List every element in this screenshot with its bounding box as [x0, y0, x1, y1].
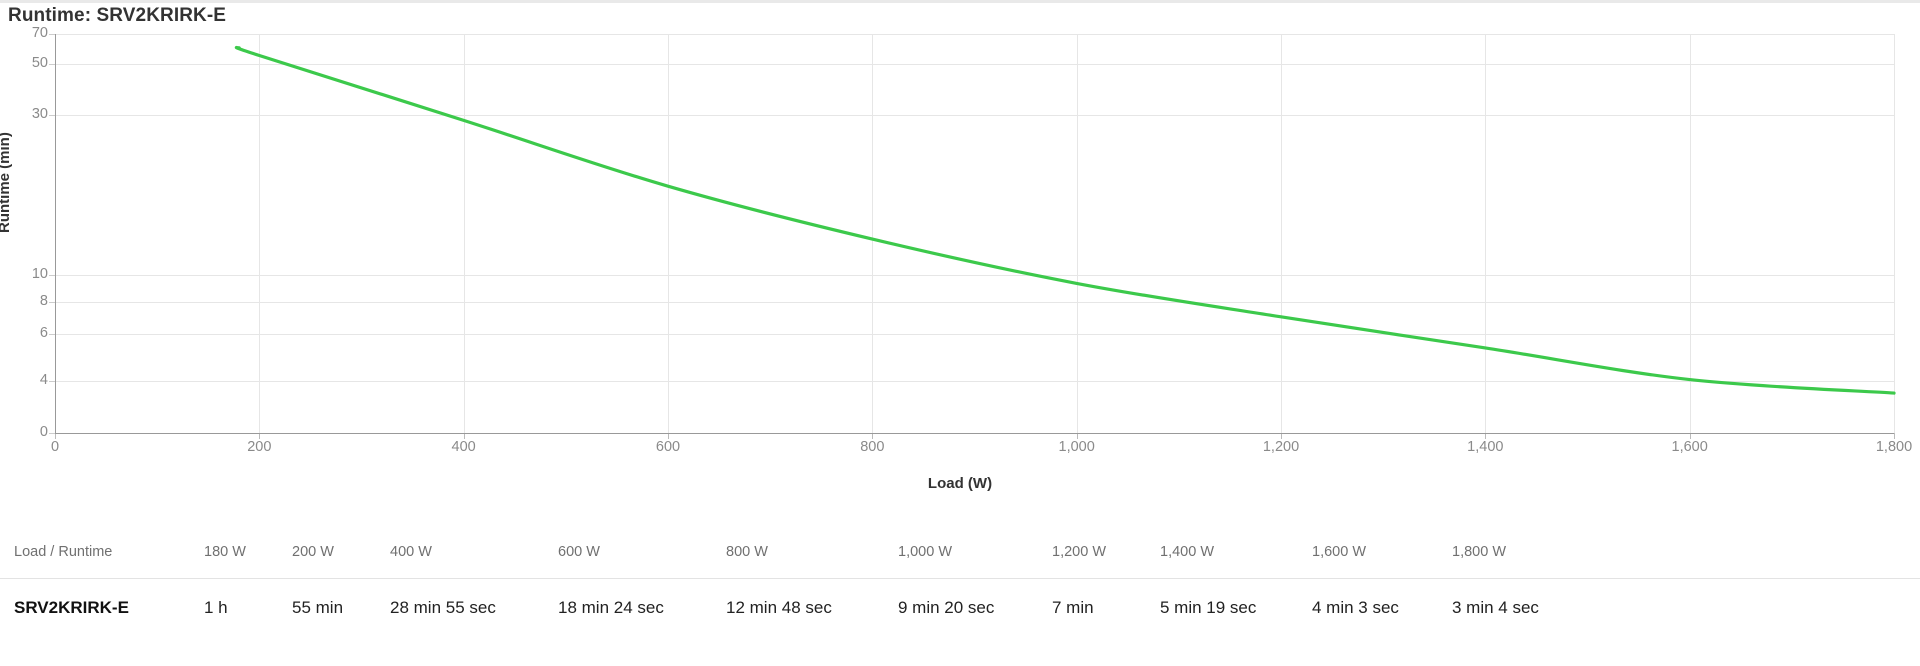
x-tick-label-1200: 1,200: [1262, 439, 1300, 455]
gridline-horizontal: [55, 275, 1894, 276]
x-tick-label-600: 600: [655, 439, 681, 455]
table-cell-800w: 12 min 48 sec: [726, 578, 898, 637]
x-tick-mark: [463, 433, 465, 439]
y-tick-mark: [49, 381, 55, 382]
table-cell-1000w: 9 min 20 sec: [898, 578, 1052, 637]
gridline-vertical: [1076, 34, 1078, 433]
x-tick-mark: [1485, 433, 1487, 439]
table-header-400w: 400 W: [390, 544, 432, 560]
table-cell-400w: 28 min 55 sec: [390, 578, 558, 637]
y-tick-mark: [49, 34, 55, 35]
table-header-200w: 200 W: [292, 544, 334, 560]
gridline-horizontal: [55, 34, 1894, 35]
x-tick-mark: [259, 433, 261, 439]
y-tick-mark: [49, 115, 55, 116]
x-axis-line: [55, 433, 1894, 434]
y-tick-mark: [49, 275, 55, 276]
y-axis-line: [55, 34, 56, 433]
gridline-horizontal: [55, 64, 1894, 65]
gridline-vertical: [1281, 34, 1282, 433]
table-cell-1200w: 7 min: [1052, 578, 1160, 637]
runtime-table: Load / Runtime 180 W 200 W 400 W 600 W 8…: [0, 526, 1920, 637]
table-header-1200w: 1,200 W: [1052, 544, 1106, 560]
y-tick-label-50: 50: [31, 55, 48, 71]
x-tick-label-800: 800: [860, 439, 885, 455]
gridline-vertical: [872, 34, 874, 433]
runtime-chart: Runtime (min) Load (W) 70 50 30 10 8 6 4 0 0 200…: [0, 3, 1920, 513]
y-tick-mark: [49, 64, 55, 65]
table-row: SRV2KRIRK-E 1 h 55 min 28 min 55 sec 18 …: [0, 578, 1920, 637]
gridline-vertical: [668, 34, 669, 433]
gridline-horizontal: [55, 381, 1894, 382]
table-header-1000w: 1,000 W: [898, 544, 952, 560]
y-tick-mark: [49, 433, 55, 434]
y-tick-label-0: 0: [39, 424, 48, 440]
gridline-vertical: [1485, 34, 1487, 433]
x-tick-label-1800: 1,800: [1875, 439, 1913, 455]
table-header-row: Load / Runtime 180 W 200 W 400 W 600 W 8…: [0, 526, 1920, 579]
table-cell-180w: 1 h: [204, 578, 292, 637]
page-title: Runtime: SRV2KRIRK-E: [8, 5, 227, 26]
table-header-180w: 180 W: [204, 544, 246, 560]
table-cell-1600w: 4 min 3 sec: [1312, 578, 1452, 637]
x-tick-label-200: 200: [247, 439, 272, 455]
y-axis-title: Runtime (min): [0, 132, 13, 233]
gridline-vertical: [1689, 34, 1691, 433]
x-tick-mark: [1894, 433, 1895, 439]
table-cell-model: SRV2KRIRK-E: [0, 578, 204, 637]
gridline-horizontal: [55, 115, 1894, 116]
x-tick-mark: [1689, 433, 1691, 439]
table-header-600w: 600 W: [558, 544, 600, 560]
x-tick-label-0: 0: [50, 439, 60, 455]
x-tick-mark: [668, 433, 669, 439]
gridline-horizontal: [55, 334, 1894, 335]
series-line-srv2krirk-e: [234, 45, 1896, 395]
x-tick-label-400: 400: [451, 439, 476, 455]
table-cell-600w: 18 min 24 sec: [558, 578, 726, 637]
x-tick-mark: [872, 433, 874, 439]
table-header-load-runtime: Load / Runtime: [14, 544, 113, 560]
gridline-vertical: [259, 34, 261, 433]
y-tick-mark: [49, 302, 55, 303]
series-layer: [234, 45, 1896, 395]
gridline-vertical: [1894, 34, 1895, 433]
table-header-1600w: 1,600 W: [1312, 544, 1366, 560]
y-tick-mark: [49, 334, 55, 335]
table-header-1800w: 1,800 W: [1452, 544, 1506, 560]
y-tick-label-30: 30: [31, 106, 48, 122]
x-tick-mark: [55, 433, 56, 439]
table-cell-200w: 55 min: [292, 578, 390, 637]
y-tick-label-70: 70: [31, 25, 48, 41]
gridline-horizontal: [55, 302, 1894, 303]
gridline-vertical: [463, 34, 465, 433]
x-tick-label-1400: 1,400: [1467, 439, 1504, 455]
table-header-1400w: 1,400 W: [1160, 544, 1214, 560]
x-tick-mark: [1281, 433, 1282, 439]
x-axis-title: Load (W): [927, 475, 993, 492]
table-cell-1400w: 5 min 19 sec: [1160, 578, 1312, 637]
y-tick-label-10: 10: [31, 266, 48, 282]
x-tick-label-1600: 1,600: [1671, 439, 1708, 455]
y-tick-label-8: 8: [39, 293, 48, 309]
y-tick-label-4: 4: [39, 372, 48, 388]
table-cell-1800w: 3 min 4 sec: [1452, 578, 1920, 637]
x-tick-mark: [1076, 433, 1078, 439]
y-tick-label-6: 6: [39, 325, 48, 341]
table-header-800w: 800 W: [726, 544, 768, 560]
x-tick-label-1000: 1,000: [1058, 439, 1095, 455]
